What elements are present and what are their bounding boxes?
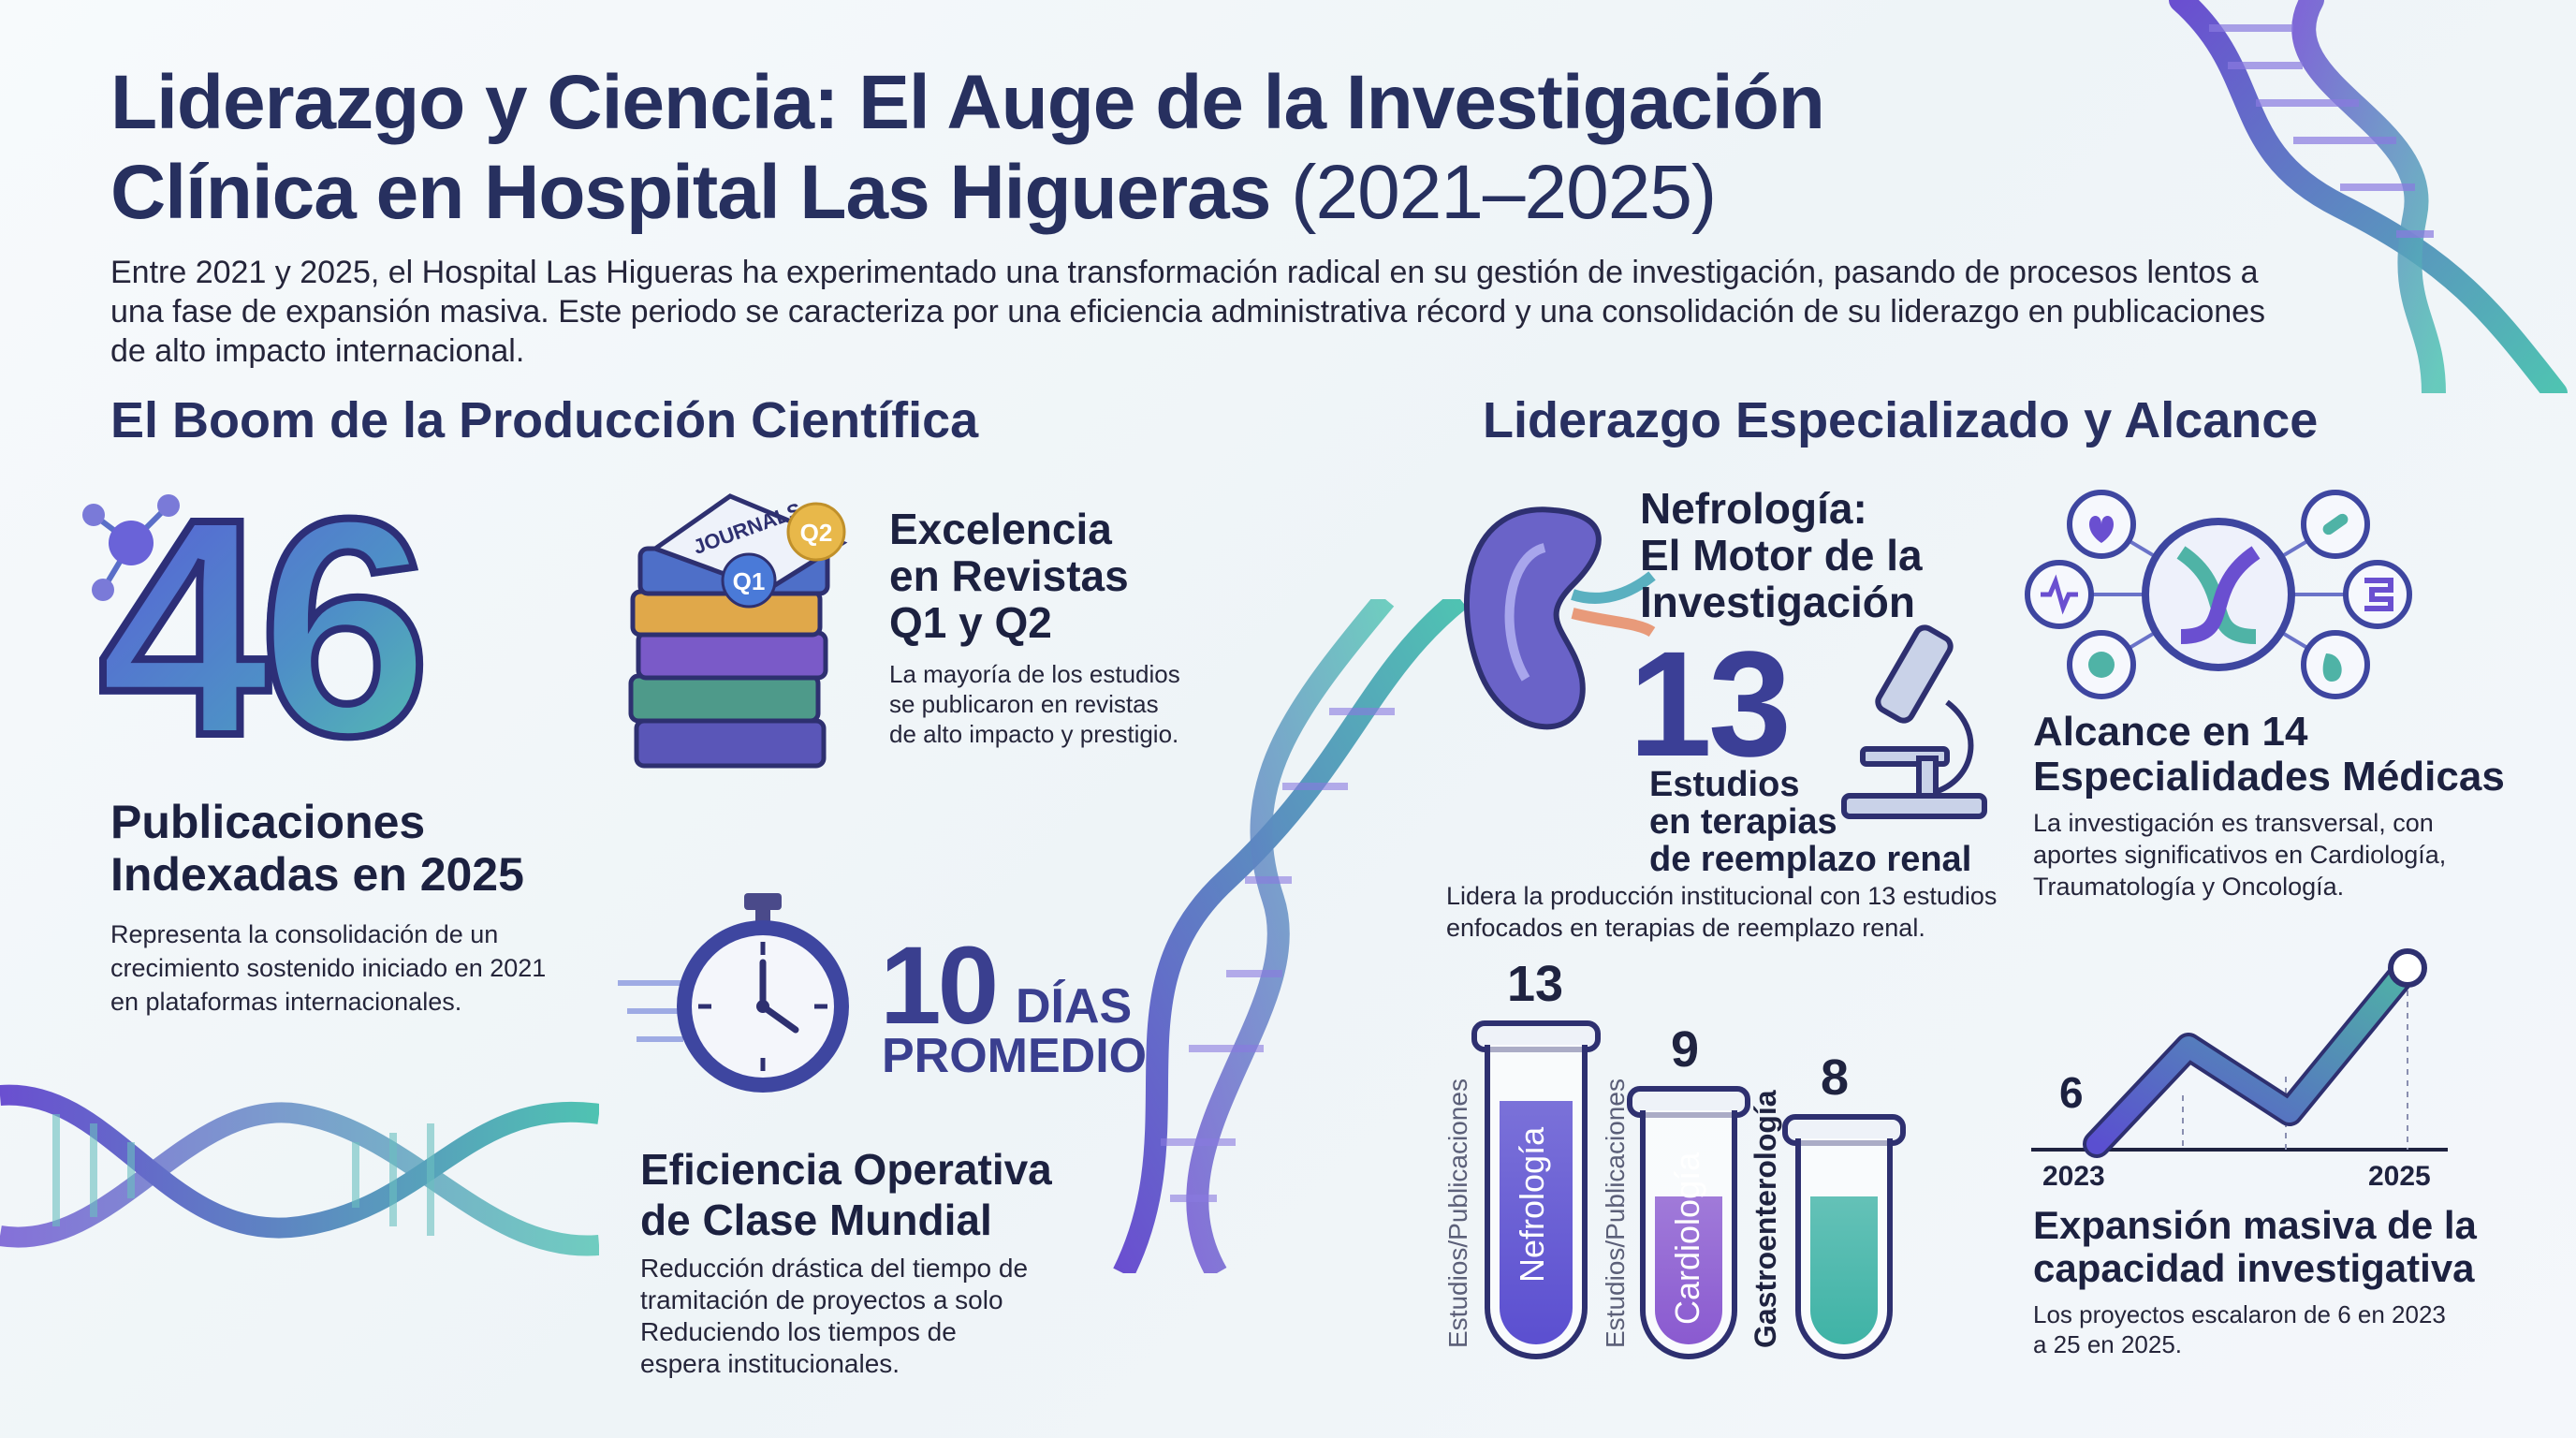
journals-stack-icon: JOURNALS Q1 Q2: [628, 493, 848, 769]
journals-title-line-2: en Revistas: [889, 551, 1129, 600]
specialties-network-icon: [2025, 490, 2412, 699]
growth-line: [2086, 958, 2418, 1154]
title-line-2-main: Clínica en Hospital Las Higueras: [110, 150, 1271, 235]
title-line-1: Liderazgo y Ciencia: El Auge de la Inves…: [110, 60, 1825, 145]
tube-label-gastro: Gastroenterología: [1749, 1090, 1782, 1348]
tube-fill-cardio: [1655, 1196, 1722, 1344]
journals-description: La mayoría de los estudios se publicaron…: [889, 659, 1180, 749]
nephro-title-line-3: Investigación: [1640, 578, 1915, 626]
efficiency-unit: DÍAS: [1016, 979, 1133, 1034]
kidney-icon: [1464, 506, 1656, 730]
growth-title-line-2: capacidad investigativa: [2033, 1246, 2475, 1290]
nephro-subtitle: Estudios en terapias de reemplazo renal: [1649, 766, 1971, 878]
specialties-title-line-1: Alcance en 14: [2033, 709, 2308, 755]
nephro-sub-line-1: Estudios: [1649, 765, 1800, 804]
badge-q2: Q2: [800, 519, 833, 547]
specialties-desc-line-3: Traumatología y Oncología.: [2033, 873, 2345, 901]
tube-cardio: [1640, 1110, 1737, 1359]
badge-q1: Q1: [733, 567, 766, 595]
test-tube-group: 13 Estudios/Publicaciones Nefrología 9 E…: [1432, 946, 1956, 1395]
efficiency-description: Reducción drástica del tiempo de tramita…: [640, 1253, 1028, 1380]
efficiency-title-line-2: de Clase Mundial: [640, 1196, 992, 1244]
tube-label-nephro: Nefrología: [1513, 1126, 1551, 1283]
tube-fill-gastro: [1810, 1196, 1878, 1344]
efficiency-desc-line-1: Reducción drástica del tiempo de: [640, 1254, 1029, 1283]
right-section-heading: Liderazgo Especializado y Alcance: [1483, 392, 2319, 448]
dna-helix-bottom-left: [0, 1084, 599, 1256]
growth-x-end: 2025: [2368, 1161, 2431, 1192]
specialties-title-line-2: Especialidades Médicas: [2033, 754, 2505, 800]
stopwatch-icon: [618, 893, 849, 1093]
efficiency-desc-line-4: espera institucionales.: [640, 1349, 900, 1378]
growth-start-value: 6: [2059, 1068, 2084, 1117]
specialties-desc-line-2: aportes significativos en Cardiología,: [2033, 841, 2447, 869]
publications-title-line-1: Publicaciones: [110, 796, 426, 848]
publications-desc-line-3: en plataformas internacionales.: [110, 988, 462, 1016]
title-years: (2021–2025): [1291, 150, 1717, 235]
growth-chart: [2031, 948, 2448, 1158]
growth-title-line-1: Expansión masiva de la: [2033, 1203, 2477, 1247]
publications-title: Publicaciones Indexadas en 2025: [110, 796, 524, 901]
journals-desc-line-2: se publicaron en revistas: [889, 690, 1159, 718]
efficiency-desc-line-3: Reduciendo los tiempos de: [640, 1317, 957, 1346]
tube-gastro: [1795, 1138, 1893, 1359]
nephro-title-line-2: El Motor de la: [1640, 531, 1923, 580]
publications-desc-line-2: crecimiento sostenido iniciado en 2021: [110, 954, 547, 982]
publications-number: 46: [95, 454, 434, 800]
growth-description: Los proyectos escalaron de 6 en 2023 a 2…: [2033, 1299, 2446, 1359]
nephro-number: 13: [1629, 620, 1792, 787]
efficiency-desc-line-2: tramitación de proyectos a solo: [640, 1285, 1003, 1314]
left-section-heading: El Boom de la Producción Científica: [110, 392, 979, 448]
dna-helix-top-right: [2169, 0, 2568, 393]
tube-ylabel-nephro: Estudios/Publicaciones: [1443, 1078, 1472, 1348]
tube-nephro: [1485, 1045, 1588, 1359]
publications-title-line-2: Indexadas en 2025: [110, 848, 524, 901]
journals-title-line-1: Excelencia: [889, 505, 1112, 553]
specialties-desc-line-1: La investigación es transversal, con: [2033, 809, 2434, 837]
molecule-icon: [82, 494, 180, 601]
journals-desc-line-3: de alto impacto y prestigio.: [889, 720, 1179, 748]
efficiency-sub: PROMEDIO: [882, 1029, 1148, 1083]
page-title: Liderazgo y Ciencia: El Auge de la Inves…: [110, 58, 2029, 238]
nephro-desc-line-1: Lidera la producción institucional con 1…: [1446, 882, 1998, 910]
tube-value-gastro: 8: [1820, 1049, 1850, 1106]
growth-desc-line-1: Los proyectos escalaron de 6 en 2023: [2033, 1300, 2446, 1328]
growth-x-start: 2023: [2042, 1161, 2105, 1192]
intro-paragraph: Entre 2021 y 2025, el Hospital Las Higue…: [110, 255, 2266, 369]
growth-desc-line-2: a 25 en 2025.: [2033, 1330, 2183, 1358]
tube-label-cardio: Cardiología: [1668, 1152, 1706, 1325]
nephro-title: Nefrología: El Motor de la Investigación: [1640, 485, 1923, 625]
nephro-title-line-1: Nefrología:: [1640, 484, 1867, 533]
microscope-icon: [1841, 624, 1987, 819]
journals-desc-line-1: La mayoría de los estudios: [889, 660, 1180, 688]
growth-title: Expansión masiva de la capacidad investi…: [2033, 1204, 2477, 1290]
growth-end-point: [2388, 948, 2427, 988]
tube-ylabel-cardio: Estudios/Publicaciones: [1601, 1078, 1630, 1348]
dna-helix-center: [1113, 599, 1468, 1273]
efficiency-title: Eficiencia Operativa de Clase Mundial: [640, 1144, 1052, 1245]
nephro-description: Lidera la producción institucional con 1…: [1446, 880, 1997, 944]
specialties-description: La investigación es transversal, con apo…: [2033, 807, 2446, 902]
efficiency-number: 10: [880, 924, 999, 1048]
tube-fill-nephro: [1500, 1101, 1573, 1344]
nephro-sub-line-2: en terapias: [1649, 802, 1837, 842]
title-line-2: Clínica en Hospital Las Higueras (2021–2…: [110, 148, 2029, 238]
journals-title: Excelencia en Revistas Q1 y Q2: [889, 506, 1129, 646]
efficiency-title-line-1: Eficiencia Operativa: [640, 1145, 1052, 1194]
tube-value-cardio: 9: [1670, 1021, 1700, 1078]
nephro-sub-line-3: de reemplazo renal: [1649, 840, 1972, 879]
nephro-desc-line-2: enfocados en terapias de reemplazo renal…: [1446, 914, 1925, 942]
publications-desc-line-1: Representa la consolidación de un: [110, 920, 499, 948]
publications-description: Representa la consolidación de un crecim…: [110, 917, 546, 1019]
tube-value-nephro: 13: [1506, 956, 1564, 1012]
specialties-title: Alcance en 14 Especialidades Médicas: [2033, 710, 2505, 800]
journals-title-line-3: Q1 y Q2: [889, 598, 1052, 647]
